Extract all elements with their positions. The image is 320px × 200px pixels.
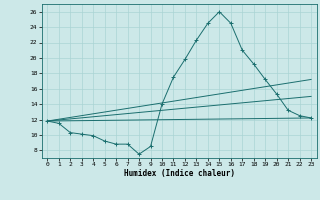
X-axis label: Humidex (Indice chaleur): Humidex (Indice chaleur) [124,169,235,178]
